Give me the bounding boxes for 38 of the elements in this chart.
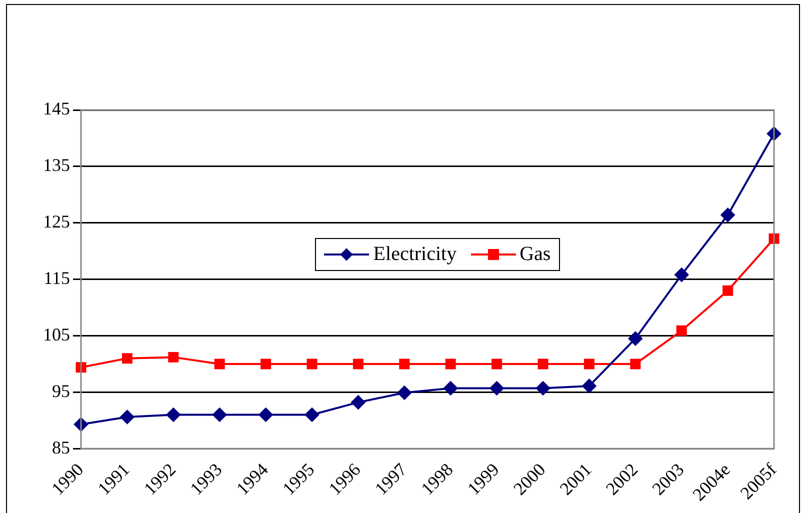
x-tick-label: 1991: [94, 459, 134, 499]
point: [720, 208, 735, 222]
legend-label: Electricity: [373, 242, 457, 266]
point: [120, 410, 134, 424]
y-tick-label: 115: [44, 268, 70, 288]
point: [122, 353, 132, 364]
point: [628, 332, 642, 346]
point: [445, 358, 456, 370]
point: [214, 358, 225, 370]
point: [399, 358, 410, 370]
point: [397, 386, 412, 400]
point: [260, 358, 272, 370]
point: [538, 358, 548, 370]
point: [306, 358, 318, 370]
y-tick-label: 105: [43, 324, 70, 344]
point: [212, 408, 227, 422]
point: [305, 408, 319, 422]
point: [630, 358, 641, 370]
point: [168, 352, 179, 362]
point: [536, 381, 550, 396]
legend-label: Gas: [520, 242, 551, 266]
y-tick-label: 135: [43, 155, 70, 176]
y-tick-label: 145: [43, 98, 70, 119]
point: [258, 408, 273, 422]
point: [351, 395, 366, 410]
point: [676, 325, 687, 336]
point: [582, 378, 596, 393]
point: [584, 358, 594, 370]
point: [166, 408, 180, 422]
point: [444, 381, 458, 396]
point: [674, 268, 689, 282]
point: [352, 358, 364, 370]
y-tick-label: 95: [52, 380, 70, 401]
y-tick-label: 85: [52, 437, 70, 458]
point: [722, 285, 734, 296]
y-tick-label: 125: [43, 212, 70, 232]
point: [490, 381, 504, 396]
point: [492, 358, 502, 370]
